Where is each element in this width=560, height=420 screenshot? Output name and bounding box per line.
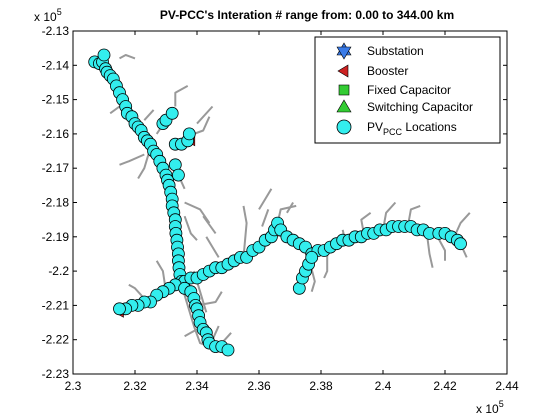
lateral-line [196, 105, 214, 125]
x-tick-label: 2.32 [123, 379, 147, 393]
y-tick-label: -2.15 [42, 93, 70, 107]
x-tick-label: 2.38 [309, 379, 333, 393]
x-tick-label: 2.4 [375, 379, 392, 393]
x-exponent-label: x 105 [476, 399, 504, 416]
y-axis: -2.13 -2.14 -2.15 -2.16 -2.17 -2.18 -2.19 -2.2 -… [42, 24, 507, 381]
lateral-line [184, 201, 211, 224]
y-tick-label: -2.2 [48, 264, 69, 278]
y-tick-label: -2.13 [42, 24, 70, 38]
lateral-line [323, 250, 329, 279]
x-tick-label: 2.3 [65, 379, 82, 393]
x-axis: 2.3 2.32 2.34 2.36 2.38 2.4 2.42 2.44 [65, 31, 519, 393]
legend: Substation Booster Fixed Capacitor Switchin… [314, 36, 501, 144]
y-tick-label: -2.17 [42, 161, 70, 175]
y-tick-label: -2.23 [42, 367, 70, 381]
chart-title: PV-PCC's Interation # range from: 0.00 t… [160, 8, 454, 22]
lateral-line [119, 54, 136, 60]
pv-pcc-point [454, 237, 467, 251]
lateral-line [183, 215, 198, 241]
lateral-line [202, 215, 217, 234]
lateral-line [143, 109, 155, 121]
y-tick-label: -2.19 [42, 230, 70, 244]
legend-marker-switching-capacitor [336, 99, 352, 113]
pv-pcc-point [165, 106, 179, 120]
y-tick-label: -2.16 [42, 127, 70, 141]
legend-marker-pv-pcc [336, 119, 352, 135]
pv-pcc-point [113, 302, 126, 316]
lateral-line [286, 201, 294, 214]
y-tick-label: -2.14 [42, 58, 70, 72]
lateral-line [261, 209, 270, 227]
legend-label: Fixed Capacitor [367, 83, 451, 97]
legend-label: Substation [367, 44, 424, 58]
lateral-line [453, 212, 471, 238]
legend-marker-fixed-capacitor [338, 84, 350, 96]
pv-pcc-point [182, 127, 196, 141]
y-tick-label: -2.21 [42, 298, 70, 312]
lateral-line [119, 153, 145, 166]
lateral-line [205, 236, 220, 258]
y-tick-label: -2.18 [42, 196, 70, 210]
pv-pcc-point [97, 48, 111, 62]
y-exponent-label: x 105 [34, 7, 62, 24]
x-tick-label: 2.34 [185, 379, 209, 393]
lateral-line [174, 85, 189, 107]
legend-label: Switching Capacitor [367, 100, 473, 114]
y-tick-label: -2.22 [42, 333, 70, 347]
x-tick-label: 2.42 [433, 379, 457, 393]
pv-pcc-point [221, 343, 235, 357]
lateral-line [242, 205, 248, 258]
legend-label: PVPCC Locations [367, 120, 457, 137]
pv-pcc-point [305, 250, 319, 264]
legend-marker-booster [337, 64, 349, 78]
legend-marker-substation [336, 42, 352, 60]
pv-pcc-markers [88, 48, 467, 357]
x-tick-label: 2.44 [495, 379, 519, 393]
pv-pcc-point [171, 168, 185, 182]
lateral-line [258, 188, 273, 210]
legend-label: Booster [367, 64, 408, 78]
x-tick-label: 2.36 [247, 379, 271, 393]
